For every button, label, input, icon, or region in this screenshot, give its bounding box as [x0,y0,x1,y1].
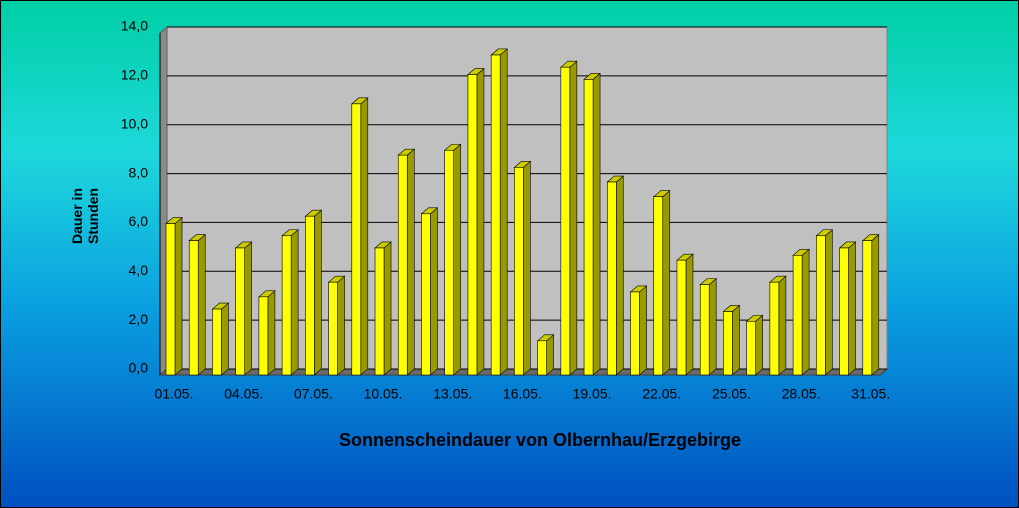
y-tick-label: 4,0 [129,262,149,278]
bar [792,255,803,376]
bar [467,74,478,376]
bar-side [290,229,299,376]
bar-side [244,241,252,376]
bar-side [383,241,392,376]
bar-side [499,48,508,376]
bar-side [639,285,647,376]
bar [862,240,873,376]
bar-side [825,229,833,376]
bar-side [476,67,485,376]
x-tick-label: 04.05. [224,386,263,402]
bar-side [615,175,624,376]
x-tick-label: 07.05. [294,386,333,402]
bar [235,247,245,376]
x-tick-label: 25.05. [712,386,751,402]
bar-side [848,241,856,376]
bar-side [592,72,601,376]
bar-side [569,60,578,376]
bar [514,167,524,376]
bar [397,154,408,376]
y-axis-label: Dauer in Stunden [69,188,101,245]
bar-side [174,216,183,376]
bar [328,281,338,376]
x-tick-label: 13.05. [433,386,472,402]
bar-side [662,190,671,376]
bar-side [221,302,229,376]
bar [188,240,199,376]
bar [351,103,362,376]
bar [769,281,780,376]
bar [305,215,315,376]
x-tick-label: 01.05. [155,386,194,402]
bar-side [778,275,787,376]
bar-side [523,160,531,376]
y-tick-label: 8,0 [129,164,149,180]
x-tick-label: 10.05. [364,386,403,402]
bar [165,223,176,376]
bar [583,79,594,376]
bar [444,149,455,376]
bar-side [337,275,345,376]
bar [676,259,687,376]
bar-side [871,233,880,376]
x-tick-label: 16.05. [503,386,542,402]
y-tick-label: 14,0 [121,18,148,34]
bar [212,308,222,376]
bar [723,311,733,376]
x-tick-label: 19.05. [573,386,612,402]
bar [281,235,292,376]
bar [490,54,501,376]
bar-side [360,97,369,376]
bar [421,213,431,376]
bar [537,340,547,376]
bar-side [685,253,694,376]
bar [258,296,269,376]
x-tick-label: 31.05. [851,386,890,402]
bar [653,196,664,376]
bar [839,247,849,376]
bar [816,235,826,376]
bar-side [197,233,206,376]
x-tick-label: 28.05. [782,386,821,402]
bar-side [406,148,415,376]
bar [560,66,571,376]
bar [606,181,617,376]
bar [746,320,756,376]
bar-side [755,314,763,376]
y-tick-label: 10,0 [121,115,148,131]
y-tick-label: 6,0 [129,213,149,229]
bar [699,284,710,376]
bar [374,247,385,376]
bar-side [453,143,462,376]
bar-side [267,290,276,376]
bar [630,291,640,376]
y-tick-label: 0,0 [129,360,149,376]
bar-side [546,334,554,376]
x-tick-label: 22.05. [642,386,681,402]
bar-side [314,209,322,376]
bar-side [430,207,438,376]
y-tick-label: 2,0 [129,311,149,327]
chart-title: Sonnenscheindauer von Olbernhau/Erzgebir… [339,430,741,450]
bar-side [708,277,717,376]
y-tick-label: 12,0 [121,67,148,83]
bar-side [801,248,810,376]
bar-side [732,304,740,376]
